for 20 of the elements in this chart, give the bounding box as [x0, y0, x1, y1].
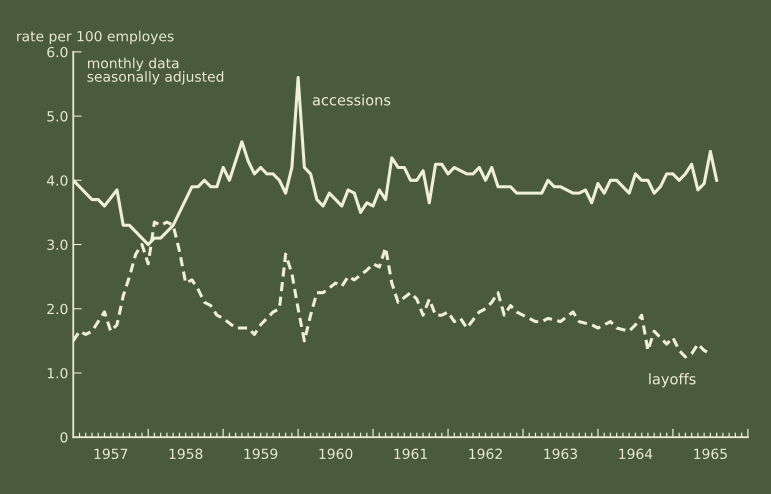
series-label: accessions: [312, 94, 390, 106]
x-tick-label: 1957: [94, 448, 128, 460]
y-tick-label: 5.0: [47, 111, 68, 122]
x-tick-label: 1963: [544, 448, 578, 460]
x-tick-label: 1960: [319, 448, 352, 460]
y-tick-label: 0: [60, 432, 68, 443]
x-tick-label: 1959: [244, 448, 278, 460]
y-tick-label: 4.0: [46, 175, 68, 186]
x-tick-label: 1965: [694, 448, 727, 460]
x-tick-label: 1962: [469, 448, 502, 460]
y-tick-label: 3.0: [47, 240, 68, 250]
series-label: layoffs: [649, 373, 696, 388]
x-tick-label: 1961: [394, 448, 427, 460]
annotation: monthly data seasonally adjusted: [87, 58, 224, 85]
x-tick-label: 1964: [619, 448, 652, 460]
y-tick-label: 2.0: [47, 304, 68, 314]
y-tick-label: 1.0: [48, 368, 68, 378]
y-tick-label: 6.0: [47, 46, 68, 58]
x-tick-label: 1958: [170, 448, 202, 460]
y-axis-title: rate per 100 employes: [17, 30, 174, 44]
